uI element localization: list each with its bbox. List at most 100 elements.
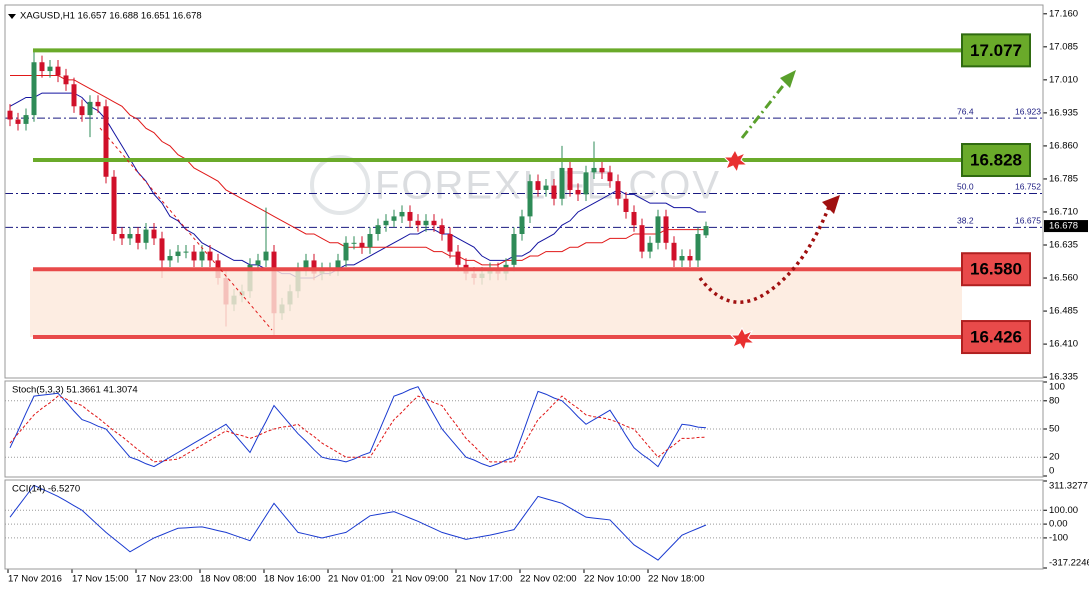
x-tick-label: 17 Nov 23:00 <box>136 574 193 585</box>
candle-body <box>167 256 173 261</box>
candle-body <box>599 167 605 173</box>
candle-body <box>407 211 413 221</box>
candle-body <box>511 233 517 265</box>
candle-body <box>399 211 405 217</box>
menu-icon <box>8 14 16 19</box>
y-tick-label: -317.2246 <box>1049 558 1089 569</box>
moving-average <box>10 74 706 266</box>
y-tick-label: 17.010 <box>1049 74 1078 85</box>
y-tick-label: 17.160 <box>1049 8 1078 19</box>
fib-price: 16.752 <box>1015 182 1041 192</box>
candle-body <box>535 181 541 190</box>
level-label: 16.828 <box>970 150 1022 169</box>
candle-body <box>527 181 533 217</box>
candle-body <box>631 211 637 226</box>
candle-body <box>431 220 437 226</box>
candle-body <box>183 251 189 253</box>
symbol-title: XAGUSD,H1 16.657 16.688 16.651 16.678 <box>20 11 202 22</box>
level-box <box>961 33 1031 68</box>
candle-body <box>87 101 93 116</box>
y-tick-label: 16.785 <box>1049 173 1078 184</box>
panel-border <box>4 380 1044 478</box>
fib-price: 16.675 <box>1015 216 1041 226</box>
candle-body <box>607 172 613 182</box>
y-tick-label: 16.485 <box>1049 306 1078 317</box>
x-tick-label: 22 Nov 02:00 <box>520 574 577 585</box>
candle-body <box>671 242 677 261</box>
level-label: 17.077 <box>970 41 1022 60</box>
x-tick-label: 21 Nov 17:00 <box>456 574 513 585</box>
candle-body <box>519 216 525 234</box>
candle-body <box>103 106 109 177</box>
x-tick-label: 17 Nov 15:00 <box>72 574 129 585</box>
indicator-line <box>9 395 707 463</box>
candle-body <box>7 110 13 120</box>
level-label: 16.580 <box>970 260 1022 279</box>
y-tick-label: 16.935 <box>1049 107 1078 118</box>
y-tick-label: 16.635 <box>1049 240 1078 251</box>
candle-body <box>71 84 77 107</box>
x-tick-label: 22 Nov 10:00 <box>584 574 641 585</box>
indicator-line <box>9 484 707 561</box>
support-zone <box>30 269 962 338</box>
candle-body <box>447 233 453 252</box>
candle-body <box>375 225 381 234</box>
candle-body <box>623 198 629 212</box>
candle-body <box>359 242 365 248</box>
candle-body <box>383 220 389 226</box>
candle-body <box>615 181 621 199</box>
y-tick-label: 0.00 <box>1049 519 1068 530</box>
x-tick-label: 18 Nov 08:00 <box>200 574 257 585</box>
candle-body <box>679 256 685 261</box>
fib-ratio: 50.0 <box>957 182 974 192</box>
y-tick-label: 16.335 <box>1049 372 1078 383</box>
candle-body <box>111 176 117 234</box>
candle-body <box>127 233 133 239</box>
y-tick-label: 0 <box>1049 466 1054 477</box>
y-tick-label: 16.410 <box>1049 339 1078 350</box>
candle-body <box>687 256 693 261</box>
stoch-title: Stoch(5,3,3) 51.3661 41.3074 <box>12 385 138 396</box>
x-tick-label: 22 Nov 18:00 <box>648 574 705 585</box>
candle-body <box>119 233 125 239</box>
y-tick-label: -100 <box>1049 532 1068 543</box>
candle-body <box>439 225 445 234</box>
fib-ratio: 38.2 <box>957 216 974 226</box>
candle-body <box>95 101 101 107</box>
candle-body <box>655 216 661 243</box>
candle-body <box>703 226 709 236</box>
candle-body <box>135 233 141 243</box>
candle-body <box>415 220 421 226</box>
cci-title: CCI(14) -6.5270 <box>12 484 80 495</box>
candle-body <box>591 167 597 173</box>
last-price-box <box>1044 220 1088 233</box>
candle-body <box>263 251 269 261</box>
x-tick-label: 21 Nov 01:00 <box>328 574 385 585</box>
y-tick-label: 100.00 <box>1049 505 1078 516</box>
candle-body <box>455 251 461 265</box>
candle-body <box>695 233 701 261</box>
y-tick-label: 20 <box>1049 452 1060 463</box>
last-price: 16.678 <box>1049 221 1078 232</box>
y-tick-label: 16.860 <box>1049 140 1078 151</box>
candle-body <box>391 216 397 221</box>
annotations: XAGUSD,H1 16.657 16.688 16.651 16.678 <box>8 11 840 352</box>
rebound-arrow <box>698 203 832 304</box>
x-tick-label: 18 Nov 16:00 <box>264 574 321 585</box>
candle-body <box>551 185 557 199</box>
candle-body <box>647 242 653 252</box>
breakout-icon <box>729 326 756 352</box>
panel-border <box>4 4 1044 379</box>
candle-body <box>191 251 197 261</box>
candle-body <box>31 62 37 116</box>
candle-body <box>39 62 45 72</box>
candle-body <box>47 66 53 72</box>
candle-body <box>351 242 357 244</box>
candle-body <box>303 260 309 270</box>
y-tick-label: 50 <box>1049 424 1060 435</box>
candle-body <box>559 167 565 199</box>
y-tick-label: 311.3277 <box>1049 481 1088 492</box>
y-tick-label: 17.085 <box>1049 41 1078 52</box>
candle-body <box>575 189 581 195</box>
